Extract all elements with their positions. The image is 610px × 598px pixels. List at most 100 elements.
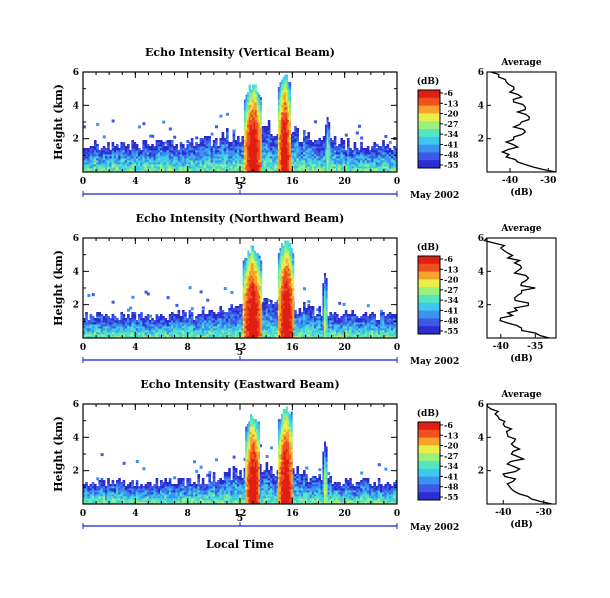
heatmap-cell <box>237 166 240 169</box>
heatmap-cell <box>96 312 99 315</box>
storm-cell <box>258 119 261 123</box>
heatmap-cell <box>199 314 203 317</box>
heatmap-cell <box>105 332 108 335</box>
heatmap-cell <box>300 162 304 165</box>
storm-cell <box>248 97 251 100</box>
heatmap-cell <box>270 308 273 311</box>
heatmap-cell <box>223 154 227 157</box>
heatmap-cell <box>377 166 381 169</box>
heatmap-cell <box>347 314 350 317</box>
heatmap-cell <box>151 326 154 329</box>
heatmap-cell <box>153 332 156 335</box>
storm-cell <box>285 92 288 95</box>
heatmap-cell <box>206 334 209 337</box>
heatmap-cell <box>171 326 174 329</box>
heatmap-cell <box>314 140 317 143</box>
heatmap-cell <box>366 326 370 329</box>
heatmap-cell <box>362 170 365 172</box>
heatmap-cell <box>267 312 271 315</box>
heatmap-cell <box>340 154 343 157</box>
heatmap-cell <box>311 312 315 315</box>
heatmap-cell <box>201 138 205 141</box>
heatmap-cell <box>113 166 117 169</box>
heatmap-cell <box>177 332 181 335</box>
heatmap-cell <box>219 146 222 149</box>
heatmap-cell <box>353 144 357 147</box>
heatmap-cell <box>206 170 209 172</box>
heatmap-cell <box>388 162 392 165</box>
heatmap-cell <box>219 144 222 147</box>
heatmap-cell <box>373 316 376 319</box>
heatmap-cell <box>124 146 128 149</box>
heatmap-cell <box>380 152 383 155</box>
heatmap-cell <box>274 326 277 329</box>
storm-cell <box>325 149 327 153</box>
heatmap-cell <box>190 140 194 143</box>
heatmap-cell <box>160 148 163 151</box>
heatmap-cell <box>94 144 97 147</box>
heatmap-cell <box>300 328 304 331</box>
heatmap-cell <box>129 318 132 321</box>
heatmap-cell <box>164 164 167 167</box>
heatmap-cell <box>89 156 93 159</box>
heatmap-cell <box>195 330 198 333</box>
storm-cell <box>247 162 250 165</box>
heatmap-cell <box>144 318 148 321</box>
heatmap-cell <box>369 318 372 321</box>
heatmap-cell <box>316 164 319 167</box>
heatmap-cell <box>340 150 343 153</box>
heatmap-cell <box>208 316 211 319</box>
heatmap-cell <box>355 150 359 153</box>
heatmap-cell <box>329 138 332 141</box>
storm-cell <box>245 152 248 155</box>
heatmap-cell <box>331 160 335 163</box>
heatmap-cell <box>91 146 95 149</box>
heatmap-cell <box>316 140 319 143</box>
heatmap-cell <box>230 306 233 309</box>
heatmap-cell <box>184 314 187 317</box>
heatmap-cell <box>166 148 170 151</box>
heatmap-cell <box>320 154 324 157</box>
storm-cell <box>248 144 251 148</box>
storm-cell <box>287 124 290 128</box>
heatmap-cell <box>195 144 198 147</box>
heatmap-cell <box>217 336 220 338</box>
heatmap-cell <box>146 324 150 327</box>
storm-cell <box>245 102 248 105</box>
storm-cell <box>247 167 250 170</box>
storm-cell <box>287 127 290 130</box>
heatmap-cell <box>201 306 205 310</box>
heatmap-cell <box>270 160 273 163</box>
heatmap-cell <box>204 168 207 171</box>
storm-cell <box>256 92 259 95</box>
heatmap-cell <box>333 166 337 169</box>
heatmap-cell <box>171 164 174 167</box>
heatmap-cell <box>144 150 148 153</box>
heatmap-cell <box>98 166 101 169</box>
heatmap-cell <box>87 160 90 163</box>
heatmap-cell <box>129 158 132 161</box>
heatmap-cell <box>261 138 264 141</box>
heatmap-cell <box>298 150 302 153</box>
heatmap-cell <box>237 138 240 141</box>
heatmap-cell <box>230 330 233 333</box>
heatmap-cell <box>382 150 385 153</box>
heatmap-cell <box>230 291 234 294</box>
heatmap-cell <box>349 318 352 321</box>
heatmap-cell <box>120 332 123 335</box>
heatmap-cell <box>261 310 264 313</box>
heatmap-cell <box>294 160 297 163</box>
heatmap-cell <box>322 156 326 159</box>
heatmap-cell <box>140 328 143 331</box>
heatmap-cell <box>223 316 227 319</box>
heatmap-cell <box>162 150 165 153</box>
heatmap-cell <box>338 328 341 331</box>
heatmap-cell <box>261 158 264 161</box>
heatmap-cell <box>138 154 141 157</box>
heatmap-cell <box>351 310 354 313</box>
heatmap-cell <box>358 330 361 333</box>
heatmap-cell <box>270 154 273 157</box>
heatmap-cell <box>232 138 236 141</box>
heatmap-cell <box>164 322 167 325</box>
heatmap-cell <box>146 292 150 296</box>
